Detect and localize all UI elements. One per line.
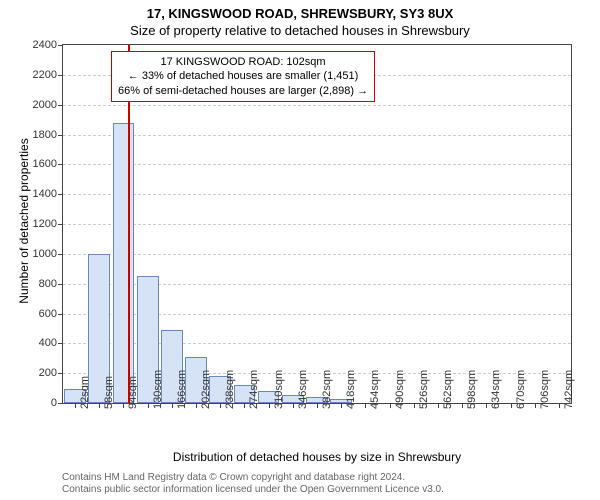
footer-attribution: Contains HM Land Registry data © Crown c…	[62, 472, 444, 496]
xtick-mark	[390, 403, 391, 408]
ytick-label: 1400	[33, 188, 63, 200]
annotation-line2: ← 33% of detached houses are smaller (1,…	[118, 69, 368, 83]
xtick-mark	[511, 403, 512, 408]
xtick-mark	[196, 403, 197, 408]
xtick-label: 310sqm	[273, 370, 285, 409]
xtick-mark	[293, 403, 294, 408]
ytick-label: 600	[39, 308, 63, 320]
xtick-label: 454sqm	[369, 370, 381, 409]
gridline	[63, 224, 571, 225]
bar	[113, 123, 135, 403]
xtick-mark	[317, 403, 318, 408]
annotation-line1: 17 KINGSWOOD ROAD: 102sqm	[118, 55, 368, 69]
ytick-label: 0	[51, 397, 63, 409]
xtick-mark	[535, 403, 536, 408]
y-axis-label: Number of detached properties	[17, 121, 31, 321]
xtick-mark	[559, 403, 560, 408]
x-axis-label: Distribution of detached houses by size …	[62, 450, 572, 464]
xtick-label: 490sqm	[394, 370, 406, 409]
xtick-mark	[365, 403, 366, 408]
ytick-label: 2000	[33, 99, 63, 111]
xtick-mark	[486, 403, 487, 408]
gridline	[63, 164, 571, 165]
ytick-label: 2200	[33, 69, 63, 81]
ytick-label: 1000	[33, 248, 63, 260]
xtick-label: 418sqm	[345, 370, 357, 409]
annotation-box: 17 KINGSWOOD ROAD: 102sqm← 33% of detach…	[111, 51, 375, 102]
xtick-label: 274sqm	[248, 370, 260, 409]
footer-line1: Contains HM Land Registry data © Crown c…	[62, 472, 444, 484]
xtick-label: 670sqm	[515, 370, 527, 409]
ytick-label: 800	[39, 278, 63, 290]
xtick-label: 382sqm	[321, 370, 333, 409]
xtick-mark	[220, 403, 221, 408]
ytick-label: 1200	[33, 218, 63, 230]
xtick-mark	[438, 403, 439, 408]
xtick-label: 598sqm	[466, 370, 478, 409]
gridline	[63, 105, 571, 106]
xtick-mark	[123, 403, 124, 408]
ytick-label: 200	[39, 367, 63, 379]
xtick-label: 346sqm	[297, 370, 309, 409]
page-subtitle: Size of property relative to detached ho…	[0, 21, 600, 42]
xtick-mark	[75, 403, 76, 408]
xtick-label: 742sqm	[563, 370, 575, 409]
ytick-label: 400	[39, 337, 63, 349]
ytick-label: 1800	[33, 129, 63, 141]
xtick-label: 562sqm	[442, 370, 454, 409]
annotation-line3: 66% of semi-detached houses are larger (…	[118, 84, 368, 98]
xtick-label: 634sqm	[490, 370, 502, 409]
xtick-mark	[244, 403, 245, 408]
xtick-label: 526sqm	[418, 370, 430, 409]
xtick-mark	[341, 403, 342, 408]
xtick-mark	[462, 403, 463, 408]
chart-area: 0200400600800100012001400160018002000220…	[62, 44, 572, 404]
ytick-label: 1600	[33, 158, 63, 170]
xtick-mark	[269, 403, 270, 408]
xtick-mark	[414, 403, 415, 408]
gridline	[63, 254, 571, 255]
xtick-mark	[148, 403, 149, 408]
gridline	[63, 194, 571, 195]
page-title: 17, KINGSWOOD ROAD, SHREWSBURY, SY3 8UX	[0, 0, 600, 21]
gridline	[63, 135, 571, 136]
xtick-mark	[99, 403, 100, 408]
ytick-label: 2400	[33, 39, 63, 51]
xtick-label: 706sqm	[539, 370, 551, 409]
footer-line2: Contains public sector information licen…	[62, 484, 444, 496]
xtick-mark	[172, 403, 173, 408]
